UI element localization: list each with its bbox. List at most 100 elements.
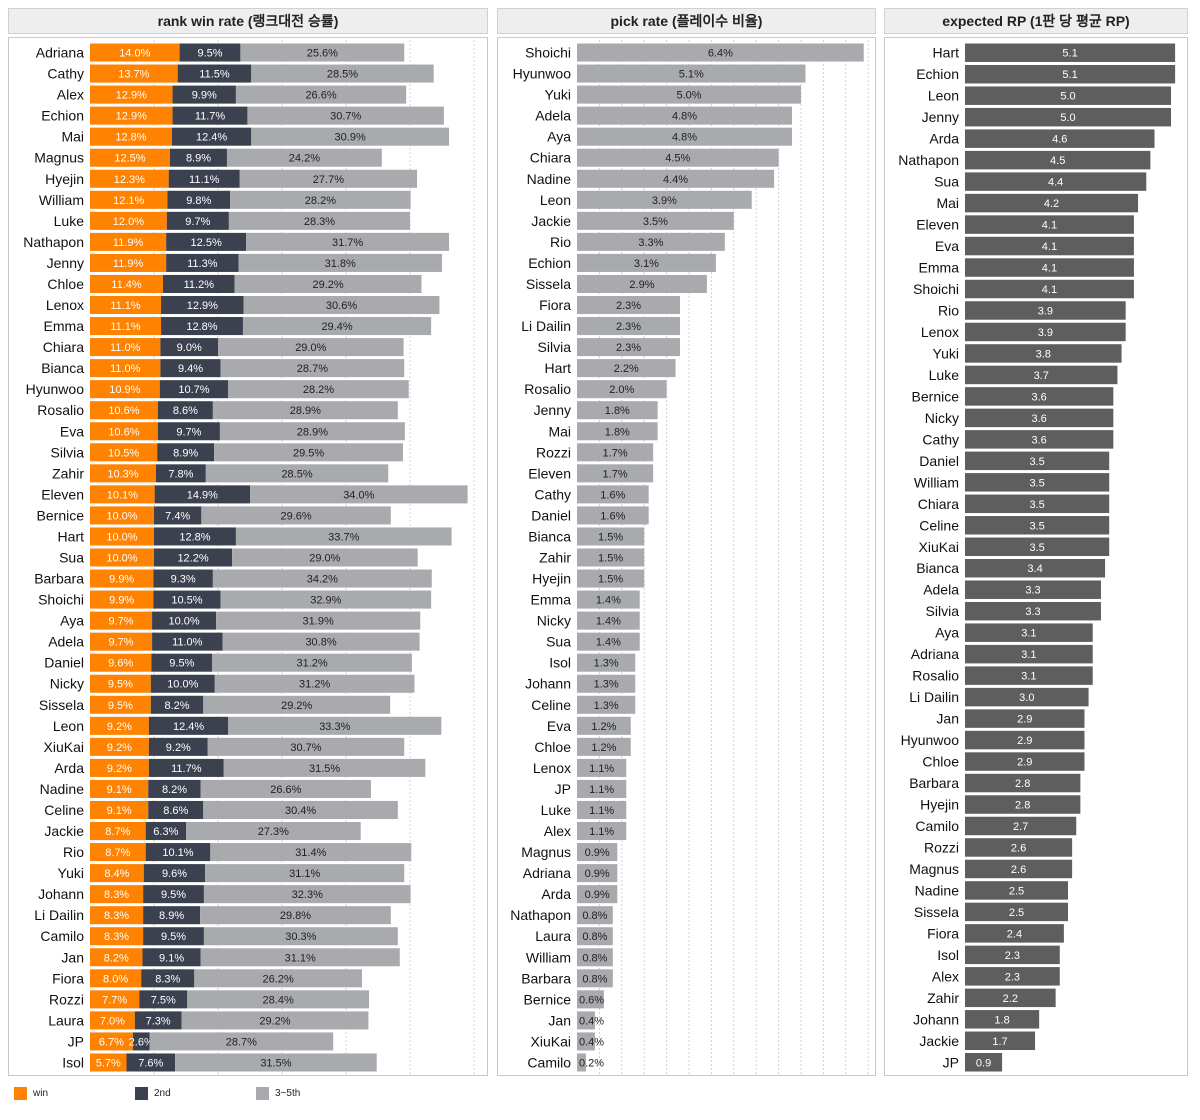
data-label-3-5th-chiara: 29.0% xyxy=(295,342,326,354)
data-label-hyunwoo: 2.9 xyxy=(1017,735,1032,747)
data-label-sissela: 2.5 xyxy=(1009,907,1024,919)
data-label-3-5th-jp: 28.7% xyxy=(226,1036,257,1048)
category-label-rozzi: Rozzi xyxy=(536,444,571,460)
category-label-sissela: Sissela xyxy=(526,276,571,292)
bar-2nd-bianca xyxy=(160,359,221,378)
category-label-arda: Arda xyxy=(54,760,84,776)
data-label-arda: 4.6 xyxy=(1052,134,1067,146)
category-label-yuki: Yuki xyxy=(58,865,84,881)
bar-adela xyxy=(965,580,1101,599)
data-label-3-5th-aya: 31.9% xyxy=(303,616,334,628)
bar-3-5th-fiora xyxy=(194,969,362,988)
bar-laura xyxy=(577,927,613,946)
data-label-win-xiukai: 9.2% xyxy=(107,742,132,754)
bar-2nd-chloe xyxy=(162,274,235,293)
bar-win-bernice xyxy=(90,506,154,525)
category-label-camilo: Camilo xyxy=(40,928,84,944)
category-label-rio: Rio xyxy=(550,234,571,250)
category-label-luke: Luke xyxy=(541,802,572,818)
data-label-adela: 4.8% xyxy=(672,111,697,123)
category-label-shoichi: Shoichi xyxy=(913,281,959,297)
category-label-shoichi: Shoichi xyxy=(38,592,84,608)
data-label-jenny: 1.8% xyxy=(605,405,630,417)
data-label-win-adela: 9.7% xyxy=(109,637,134,649)
data-label-rio: 3.9 xyxy=(1038,305,1053,317)
data-label-hyejin: 1.5% xyxy=(598,574,623,586)
category-label-alex: Alex xyxy=(932,968,959,984)
data-label-nathapon: 0.8% xyxy=(582,910,607,922)
data-label-nicky: 1.4% xyxy=(596,616,621,628)
data-label-2nd-camilo: 9.5% xyxy=(161,931,186,943)
bar-fiora xyxy=(577,295,681,315)
data-label-win-nathapon: 11.9% xyxy=(113,237,144,249)
data-label-emma: 1.4% xyxy=(596,595,621,607)
data-label-bianca: 3.4 xyxy=(1027,563,1042,575)
data-label-3-5th-hyejin: 27.7% xyxy=(313,174,344,186)
data-label-rozzi: 1.7% xyxy=(603,447,628,459)
category-label-fiora: Fiora xyxy=(539,297,571,313)
data-label-silvia: 2.3% xyxy=(616,342,641,354)
data-label-2nd-zahir: 7.8% xyxy=(168,468,193,480)
bar-3-5th-chiara xyxy=(218,338,404,357)
bar-win-magnus xyxy=(90,148,170,167)
bar-3-5th-hart xyxy=(235,527,452,546)
data-label-win-arda: 9.2% xyxy=(107,763,132,775)
data-label-bernice: 3.6 xyxy=(1032,391,1047,403)
category-label-isol: Isol xyxy=(549,655,571,671)
bar-zahir xyxy=(577,548,645,567)
bar-win-rosalio xyxy=(90,401,158,420)
data-label-3-5th-camilo: 30.3% xyxy=(285,931,316,943)
legend-swatch-2nd xyxy=(135,1086,148,1100)
bar-eleven xyxy=(577,464,654,483)
data-label-3-5th-johann: 32.3% xyxy=(292,889,323,901)
data-label-win-yuki: 8.4% xyxy=(104,868,129,880)
bar-cathy xyxy=(965,430,1114,449)
category-label-rio: Rio xyxy=(938,302,959,318)
category-label-jackie: Jackie xyxy=(919,1033,959,1049)
legend-label-3-5th: 3~5th xyxy=(275,1088,301,1099)
bar-win-adela xyxy=(90,632,153,651)
bar-nathapon xyxy=(577,906,613,925)
data-label-lenox: 1.1% xyxy=(589,763,614,775)
rank-chart-svg: Adriana 14.0% 9.5% 25.6% Cathy 13.7% 11.5% 28.5… xyxy=(23,40,475,1075)
bar-2nd-zahir xyxy=(155,464,206,483)
bar-leon xyxy=(965,86,1171,105)
bar-jp xyxy=(577,779,627,798)
category-label-nadine: Nadine xyxy=(40,781,85,797)
category-label-luke: Luke xyxy=(929,367,960,383)
data-label-3-5th-sua: 29.0% xyxy=(309,553,340,565)
bar-win-fiora xyxy=(90,969,142,988)
data-label-3-5th-laura: 29.2% xyxy=(259,1015,290,1027)
data-label-3-5th-adriana: 25.6% xyxy=(307,48,338,60)
category-label-jackie: Jackie xyxy=(44,823,84,839)
data-label-2nd-william: 9.8% xyxy=(186,195,211,207)
category-label-lenox: Lenox xyxy=(46,297,84,313)
bar-lenox xyxy=(965,322,1126,342)
data-label-win-cathy: 13.7% xyxy=(118,69,149,81)
category-label-isol: Isol xyxy=(62,1054,84,1070)
bar-3-5th-jackie xyxy=(186,822,361,841)
bar-win-leon xyxy=(90,716,149,735)
category-label-rosalio: Rosalio xyxy=(37,402,84,418)
category-label-eleven: Eleven xyxy=(41,486,84,502)
data-label-sua: 1.4% xyxy=(596,637,621,649)
data-label-alex: 1.1% xyxy=(589,826,614,838)
data-label-3-5th-nicky: 31.2% xyxy=(299,679,330,691)
data-label-2nd-jenny: 11.3% xyxy=(187,258,218,270)
bar-2nd-fiora xyxy=(141,969,195,988)
data-label-win-fiora: 8.0% xyxy=(103,973,128,985)
data-label-2nd-arda: 11.7% xyxy=(171,763,202,775)
rp-plot-area: Hart 5.1 Echion 5.1 Leon 5.0 Jenny 5.0 Arda 4.6 Na… xyxy=(884,37,1188,1076)
data-label-3-5th-barbara: 34.2% xyxy=(307,574,338,586)
data-label-win-lenox: 11.1% xyxy=(110,300,141,312)
bar-2nd-yuki xyxy=(143,864,206,883)
data-label-2nd-leon: 12.4% xyxy=(173,721,204,733)
category-label-jan: Jan xyxy=(61,949,84,965)
bar-2nd-cathy xyxy=(177,64,252,83)
data-label-win-luke: 12.0% xyxy=(113,216,144,228)
bar-shoichi xyxy=(965,279,1134,299)
data-label-3-5th-eleven: 34.0% xyxy=(343,489,374,501)
bar-yuki xyxy=(577,85,801,104)
bar-3-5th-william xyxy=(230,190,411,209)
category-label-bernice: Bernice xyxy=(37,507,85,523)
